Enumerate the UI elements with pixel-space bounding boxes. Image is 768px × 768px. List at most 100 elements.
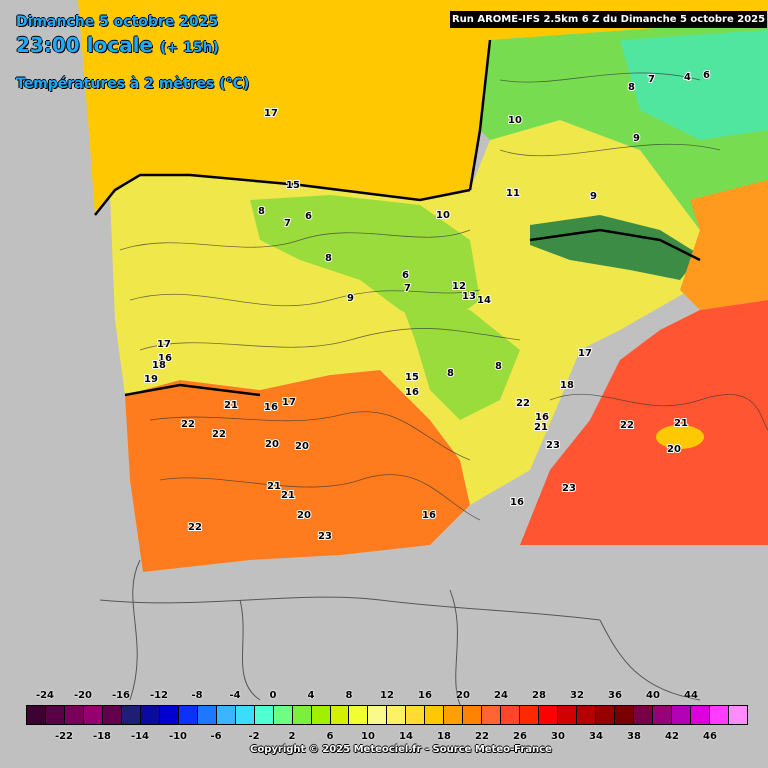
legend-tick-label: 14: [399, 731, 413, 742]
legend-color-cell: [235, 706, 255, 724]
map-label: 23: [546, 440, 560, 451]
map-label: 4: [684, 72, 691, 83]
map-label: 6: [402, 270, 409, 281]
map-label: 22: [620, 420, 634, 431]
map-label: 19: [144, 374, 158, 385]
map-label: 21: [281, 490, 295, 501]
map-label: 21: [224, 400, 238, 411]
map-label: 10: [508, 115, 522, 126]
legend-color-cell: [27, 706, 46, 724]
legend-tick-label: -12: [149, 690, 169, 701]
balearic-island: [656, 425, 704, 449]
map-label: 11: [506, 188, 520, 199]
legend-tick-label: -14: [130, 731, 150, 742]
map-label: 17: [264, 108, 278, 119]
country-borders: [94, 39, 701, 397]
legend-color-cell: [596, 706, 616, 724]
legend-color-scale: [26, 705, 748, 725]
legend-tick-label: 26: [513, 731, 527, 742]
map-label: 16: [510, 497, 524, 508]
legend-color-cell: [444, 706, 464, 724]
legend-tick-label: 8: [345, 690, 353, 701]
map-label: 21: [674, 418, 688, 429]
forecast-time: 23:00 locale (+ 15h): [16, 33, 219, 57]
legend-color-cell: [463, 706, 483, 724]
map-label: 22: [212, 429, 226, 440]
map-label: 8: [495, 361, 502, 372]
legend-color-cell: [197, 706, 217, 724]
legend-tick-label: 12: [380, 690, 394, 701]
forecast-lead-time: (+ 15h): [159, 40, 219, 56]
central-green-zone: [400, 300, 520, 420]
meseta-green-zone: [250, 195, 480, 330]
map-label: 20: [295, 441, 309, 452]
map-label: 8: [447, 368, 454, 379]
legend-color-cell: [330, 706, 350, 724]
legend-tick-label: 20: [456, 690, 470, 701]
map-label: 13: [462, 291, 476, 302]
legend-color-cell: [425, 706, 445, 724]
legend-color-cell: [273, 706, 293, 724]
legend-color-cell: [102, 706, 122, 724]
legend-tick-label: 42: [665, 731, 679, 742]
map-label: 6: [703, 70, 710, 81]
legend-tick-label: 40: [646, 690, 660, 701]
legend-tick-label: -4: [229, 690, 241, 701]
legend-tick-label: 18: [437, 731, 451, 742]
map-label: 17: [282, 397, 296, 408]
france-cool-zone: [620, 30, 768, 140]
legend-tick-label: -22: [54, 731, 74, 742]
legend-color-cell: [368, 706, 388, 724]
value-labels: 17 10 8 7 4 6 9 15 11 8 7 6 10 9 8 6 12 …: [143, 69, 711, 543]
legend-tick-label: 6: [326, 731, 334, 742]
legend-tick-label: 30: [551, 731, 565, 742]
legend-color-cell: [349, 706, 369, 724]
legend-color-cell: [690, 706, 710, 724]
map-label: 18: [560, 380, 574, 391]
legend-color-cell: [671, 706, 691, 724]
legend-tick-label: 24: [494, 690, 508, 701]
map-label: 20: [265, 439, 279, 450]
map-label: 12: [452, 281, 466, 292]
map-label: 9: [347, 293, 354, 304]
legend-color-cell: [45, 706, 65, 724]
map-label: 15: [286, 180, 300, 191]
legend-tick-label: -2: [248, 731, 260, 742]
legend-color-cell: [482, 706, 502, 724]
contour-lines: [119, 72, 768, 521]
legend-color-cell: [387, 706, 407, 724]
legend-tick-label: -10: [168, 731, 188, 742]
legend-tick-label: 28: [532, 690, 546, 701]
legend-color-cell: [83, 706, 103, 724]
legend-tick-label: 32: [570, 690, 584, 701]
legend-color-cell: [501, 706, 521, 724]
legend-tick-label: 4: [307, 690, 315, 701]
legend-color-cell: [311, 706, 331, 724]
map-label: 21: [534, 422, 548, 433]
map-label: 10: [436, 210, 450, 221]
legend-tick-label: 22: [475, 731, 489, 742]
legend-color-cell: [634, 706, 653, 724]
legend-color-cell: [728, 706, 747, 724]
map-label: 18: [152, 360, 166, 371]
map-label: 21: [267, 481, 281, 492]
legend-color-cell: [520, 706, 540, 724]
legend-tick-label: 2: [288, 731, 296, 742]
map-label: 16: [264, 402, 278, 413]
legend-tick-label: 16: [418, 690, 432, 701]
color-legend: -24 -20 -16 -12 -8 -4 0 4 8 12 16 20 24 28 32 36 40 44 -2…: [0, 684, 768, 768]
map-label: 17: [157, 339, 171, 350]
forecast-date: Dimanche 5 octobre 2025: [16, 14, 219, 30]
legend-color-cell: [558, 706, 578, 724]
map-label: 7: [404, 283, 411, 294]
model-run-banner: Run AROME-IFS 2.5km 6 Z du Dimanche 5 oc…: [450, 11, 767, 28]
east-orange-zone: [680, 180, 768, 310]
map-label: 22: [516, 398, 530, 409]
pyrenees-band: [530, 215, 700, 280]
map-label: 7: [648, 74, 655, 85]
legend-tick-label: -8: [191, 690, 203, 701]
legend-color-cell: [292, 706, 312, 724]
map-label: 9: [590, 191, 597, 202]
map-label: 20: [667, 444, 681, 455]
